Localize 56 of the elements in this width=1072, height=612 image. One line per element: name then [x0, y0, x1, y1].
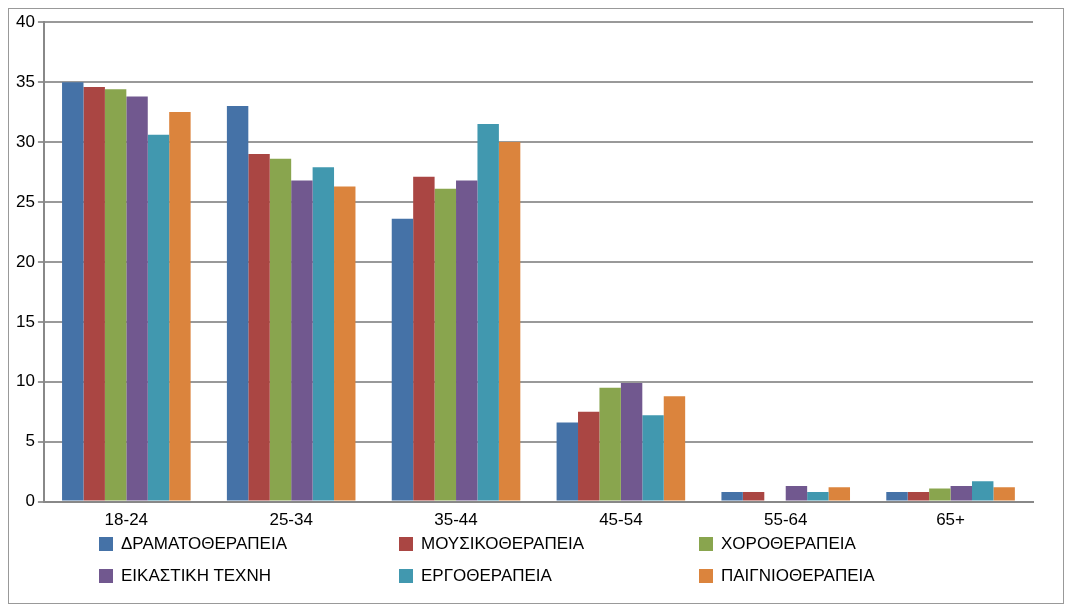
y-tick-label: 20 — [15, 251, 35, 271]
y-tick-label: 35 — [15, 71, 35, 91]
bar — [291, 180, 313, 501]
legend-label: ΧΟΡΟΘΕΡΑΠΕΙΑ — [721, 534, 856, 554]
bar — [785, 486, 808, 501]
y-tick-label: 10 — [15, 371, 35, 391]
bar — [721, 492, 743, 501]
x-tick-label: 35-44 — [434, 510, 478, 530]
bar — [950, 486, 973, 501]
bar — [434, 188, 457, 501]
bar — [807, 492, 829, 501]
y-tick-label: 15 — [15, 311, 35, 331]
bar — [126, 96, 148, 501]
bar — [104, 89, 127, 501]
x-tick-label: 18-24 — [104, 510, 149, 530]
bar — [456, 180, 478, 501]
bar — [498, 142, 521, 501]
bar — [413, 176, 435, 501]
y-tick-label: 5 — [25, 431, 35, 451]
legend-label: ΠΑΙΓΝΙΟΘΕΡΑΠΕΙΑ — [721, 566, 875, 586]
x-tick-label: 65+ — [936, 510, 966, 530]
bar — [972, 481, 994, 501]
bar — [248, 154, 270, 501]
y-tick-label: 25 — [15, 191, 35, 211]
y-tick-label: 0 — [25, 491, 35, 511]
bar — [312, 167, 335, 501]
bar — [929, 488, 951, 501]
bar — [334, 186, 356, 501]
bar — [993, 487, 1015, 501]
legend-label: ΔΡΑΜΑΤΟΘΕΡΑΠΕΙΑ — [121, 534, 287, 554]
bar — [147, 134, 170, 501]
bar — [556, 422, 579, 501]
bar — [886, 492, 908, 501]
bar — [828, 487, 851, 501]
bar — [642, 415, 664, 501]
bar — [599, 387, 621, 501]
bar — [83, 86, 105, 501]
bar — [742, 492, 765, 501]
x-tick-label: 45-54 — [599, 510, 643, 530]
bar — [477, 124, 499, 501]
y-tick-label: 30 — [15, 131, 35, 151]
x-tick-label: 55-64 — [763, 510, 808, 530]
bar — [578, 411, 600, 501]
legend-label: ΜΟΥΣΙΚΟΘΕΡΑΠΕΙΑ — [421, 534, 585, 554]
bar — [391, 218, 414, 501]
bar — [269, 158, 292, 501]
bar — [62, 82, 84, 501]
legend-label: ΕΙΚΑΣΤΙΚΗ ΤΕΧΝΗ — [121, 566, 272, 586]
bar — [907, 492, 930, 501]
y-tick-label: 40 — [15, 11, 35, 31]
bar — [226, 106, 249, 501]
bar — [169, 112, 191, 501]
bar — [620, 382, 643, 501]
legend-label: ΕΡΓΟΘΕΡΑΠΕΙΑ — [421, 566, 552, 586]
x-tick-label: 25-34 — [269, 510, 313, 530]
bar — [663, 396, 686, 501]
